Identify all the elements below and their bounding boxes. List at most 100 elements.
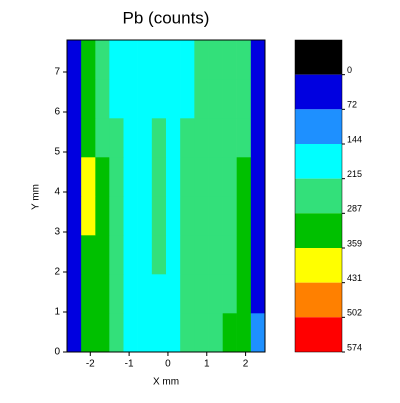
y-tick-label: 1 xyxy=(54,307,60,318)
contour-cell xyxy=(81,40,96,80)
contour-cell xyxy=(194,157,209,197)
contour-cell xyxy=(222,196,237,236)
contour-cell xyxy=(236,235,252,275)
contour-cell xyxy=(81,157,96,197)
contour-cell xyxy=(137,235,153,275)
contour-cell xyxy=(166,40,181,80)
contour-cell xyxy=(222,40,237,80)
contour-cell xyxy=(151,274,167,314)
contour-cell xyxy=(95,235,110,275)
contour-cell xyxy=(166,79,181,119)
contour-cell xyxy=(137,196,153,236)
contour-cell xyxy=(194,79,209,119)
contour-cell xyxy=(236,157,252,197)
contour-cell xyxy=(109,274,124,314)
contour-cell xyxy=(151,118,167,158)
contour-cell xyxy=(137,313,153,353)
x-tick-label: 2 xyxy=(243,359,249,370)
contour-cell xyxy=(194,274,209,314)
y-tick-label: 6 xyxy=(54,107,60,118)
contour-cell xyxy=(208,79,223,119)
contour-cell xyxy=(123,196,138,236)
contour-cell xyxy=(208,118,223,158)
contour-cell xyxy=(151,40,167,80)
contour-cell xyxy=(151,157,167,197)
contour-cell xyxy=(67,79,82,119)
contour-cell xyxy=(250,274,266,314)
contour-cell xyxy=(208,235,223,275)
colorbar-frame xyxy=(294,39,343,353)
contour-cell xyxy=(109,118,124,158)
contour-cell xyxy=(208,40,223,80)
contour-cell xyxy=(95,196,110,236)
contour-cell xyxy=(67,118,82,158)
x-tick-label: -2 xyxy=(86,359,95,370)
y-tick-label: 5 xyxy=(54,147,60,158)
contour-cell xyxy=(81,235,96,275)
contour-cell xyxy=(236,274,252,314)
contour-cell xyxy=(67,157,82,197)
contour-cell xyxy=(109,235,124,275)
contour-cell xyxy=(123,235,138,275)
contour-cell xyxy=(236,79,252,119)
contour-cell xyxy=(180,157,195,197)
contour-cell xyxy=(81,79,96,119)
contour-cell xyxy=(180,79,195,119)
contour-cell xyxy=(123,40,138,80)
colorbar-label: 144 xyxy=(347,134,362,144)
colorbar-swatch xyxy=(295,317,342,352)
contour-cell xyxy=(151,235,167,275)
contour-cell xyxy=(180,118,195,158)
y-tick-label: 4 xyxy=(54,187,60,198)
contour-cell xyxy=(123,274,138,314)
colorbar-label: 502 xyxy=(347,308,362,318)
contour-cell xyxy=(194,196,209,236)
contour-cell xyxy=(151,196,167,236)
contour-cell xyxy=(194,235,209,275)
colorbar-swatch xyxy=(295,213,342,248)
contour-cell xyxy=(137,157,153,197)
contour-cell xyxy=(67,40,82,80)
contour-cell xyxy=(222,274,237,314)
contour-cell xyxy=(95,40,110,80)
contour-cell xyxy=(95,313,110,353)
contour-cell xyxy=(222,79,237,119)
x-tick-label: 1 xyxy=(204,359,210,370)
colorbar-label: 287 xyxy=(347,204,362,214)
contour-cell xyxy=(250,118,266,158)
colorbar-swatch xyxy=(295,178,342,214)
contour-cell xyxy=(81,313,96,353)
contour-cell xyxy=(236,313,252,353)
y-tick-label: 7 xyxy=(54,67,60,78)
contour-cell xyxy=(166,313,181,353)
x-tick-label: 0 xyxy=(165,359,171,370)
chart-title: Pb (counts) xyxy=(123,8,210,27)
colorbar-swatch xyxy=(295,282,342,318)
contour-cell xyxy=(123,313,138,353)
contour-cell xyxy=(208,157,223,197)
contour-cell xyxy=(208,274,223,314)
contour-cell xyxy=(81,274,96,314)
contour-cell xyxy=(95,157,110,197)
contour-cell xyxy=(222,118,237,158)
contour-cell xyxy=(222,157,237,197)
contour-cell xyxy=(166,196,181,236)
contour-cell xyxy=(109,157,124,197)
plot-frame xyxy=(66,39,266,353)
contour-cell xyxy=(151,79,167,119)
contour-cell xyxy=(250,79,266,119)
contour-cell xyxy=(180,313,195,353)
colorbar-swatch xyxy=(295,74,342,110)
colorbar-swatch xyxy=(295,109,342,144)
contour-cell xyxy=(180,235,195,275)
contour-cell xyxy=(166,118,181,158)
contour-cell xyxy=(81,118,96,158)
y-tick-label: 2 xyxy=(54,267,60,278)
contour-cell xyxy=(250,235,266,275)
colorbar-label: 431 xyxy=(347,273,362,283)
x-axis-label: X mm xyxy=(153,377,179,388)
contour-cell xyxy=(180,196,195,236)
contour-cell xyxy=(166,235,181,275)
contour-cell xyxy=(222,235,237,275)
